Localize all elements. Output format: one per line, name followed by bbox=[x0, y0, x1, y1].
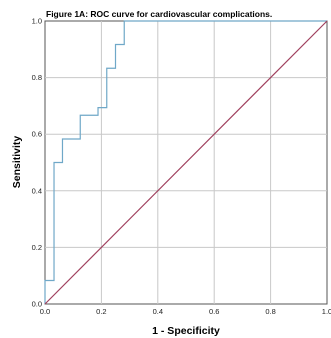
grid bbox=[45, 21, 327, 304]
y-tick-label: 0.4 bbox=[32, 186, 42, 195]
chart-title: Figure 1A: ROC curve for cardiovascular … bbox=[46, 9, 272, 19]
y-tick-label: 0.6 bbox=[32, 130, 42, 139]
x-tick-label: 1.0 bbox=[322, 307, 331, 316]
y-tick-label: 0.8 bbox=[32, 73, 42, 82]
x-tick-label: 0.0 bbox=[40, 307, 50, 316]
y-tick-label: 0.0 bbox=[32, 300, 42, 309]
x-tick-label: 0.8 bbox=[265, 307, 275, 316]
x-tick-label: 0.2 bbox=[96, 307, 106, 316]
y-tick-label: 1.0 bbox=[32, 17, 42, 26]
x-tick-label: 0.6 bbox=[209, 307, 219, 316]
y-axis-label: Sensitivity bbox=[11, 136, 23, 189]
series-layer bbox=[44, 20, 328, 305]
reference-diagonal-line bbox=[44, 20, 328, 305]
x-tick-label: 0.4 bbox=[153, 307, 163, 316]
tick-labels: 0.0 0.2 0.4 0.6 0.8 1.0 0.0 0.2 0.4 0.6 0.8 1.0 bbox=[32, 17, 331, 317]
roc-curve-line bbox=[44, 20, 327, 304]
y-tick-label: 0.2 bbox=[32, 243, 42, 252]
x-axis-label: 1 - Specificity bbox=[152, 325, 220, 337]
